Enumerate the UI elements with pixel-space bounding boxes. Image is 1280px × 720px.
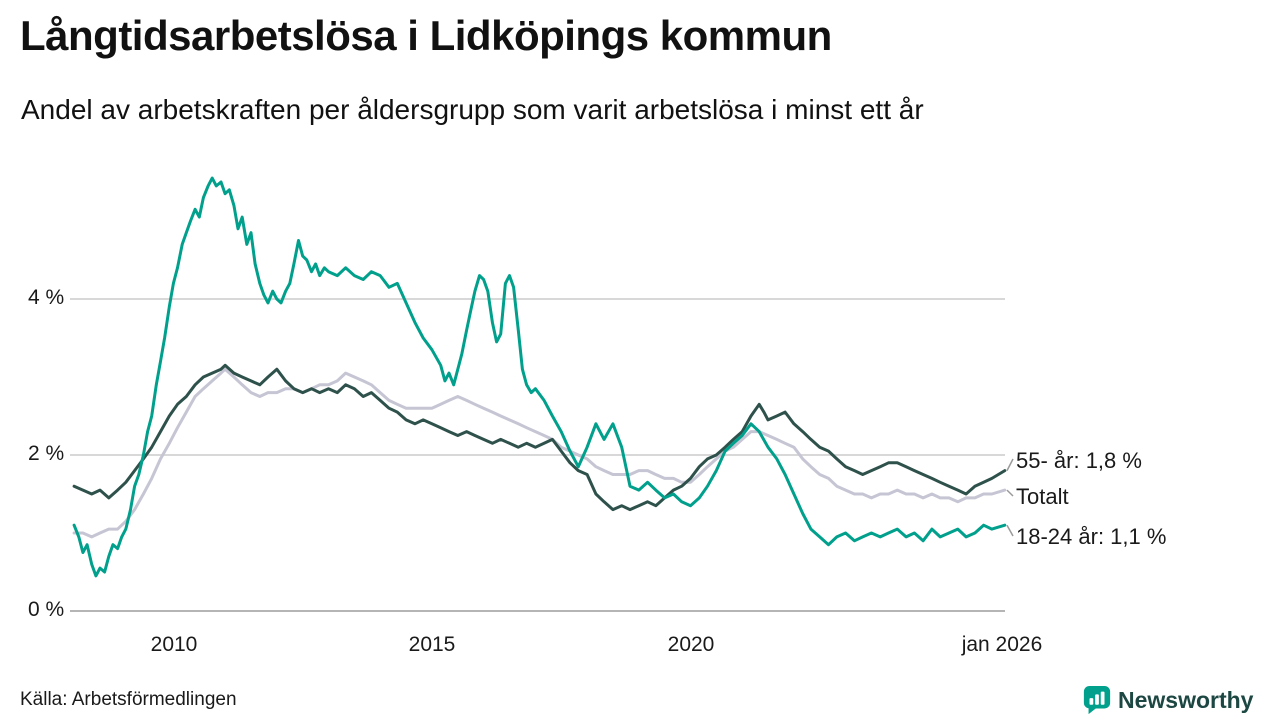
series-line-18-24-år	[72, 176, 1007, 578]
y-tick-2: 2 %	[28, 442, 65, 465]
brand-logo: Newsworthy	[1082, 684, 1253, 716]
x-tick-2010: 2010	[150, 633, 198, 656]
newsworthy-logo-icon	[1082, 684, 1112, 716]
page-title: Långtidsarbetslösa i Lidköpings kommun	[20, 12, 832, 59]
series-label-totalt: Totalt	[1016, 484, 1069, 509]
leader-line-Totalt	[1006, 489, 1014, 497]
source-note: Källa: Arbetsförmedlingen	[20, 689, 237, 710]
leader-line-18-24-år	[1006, 524, 1014, 537]
brand-name: Newsworthy	[1118, 686, 1254, 713]
y-tick-4: 4 %	[28, 286, 65, 309]
leader-line-55--år	[1006, 458, 1014, 471]
y-tick-0: 0 %	[28, 598, 65, 621]
x-tick-jan-2026: jan 2026	[961, 633, 1043, 656]
x-tick-2020: 2020	[667, 633, 715, 656]
series-line-55--år	[72, 363, 1007, 512]
x-tick-2015: 2015	[408, 633, 456, 656]
page-subtitle: Andel av arbetskraften per åldersgrupp s…	[21, 94, 924, 125]
series-label-18-24: 18-24 år: 1,1 %	[1016, 524, 1167, 549]
series-line-Totalt	[72, 367, 1007, 539]
series-label-55: 55- år: 1,8 %	[1016, 448, 1142, 473]
